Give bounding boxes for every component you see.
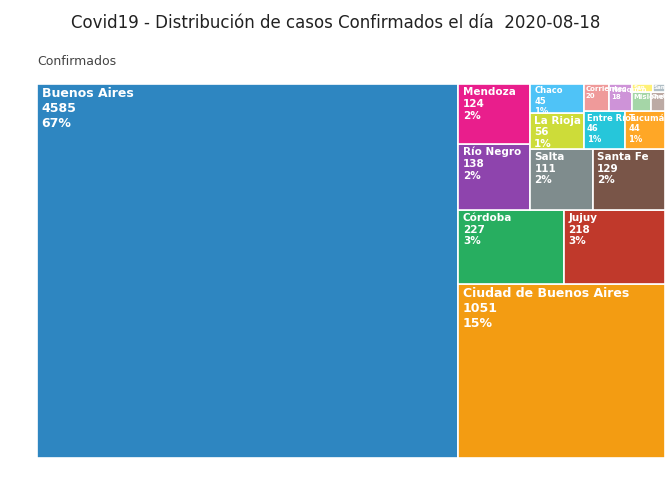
Text: Mendoza
124
2%: Mendoza 124 2% [463, 87, 516, 120]
Text: Córdoba
227
3%: Córdoba 227 3% [463, 213, 512, 246]
Text: Santa Fe
129
2%: Santa Fe 129 2% [597, 152, 649, 185]
Text: Corrientes
20: Corrientes 20 [585, 86, 627, 99]
Text: Buenos Aires
4585
67%: Buenos Aires 4585 67% [42, 87, 134, 131]
Text: Neuquén
18: Neuquén 18 [611, 86, 646, 100]
Text: San: San [654, 84, 665, 90]
Text: Ciudad de Buenos Aires
1051
15%: Ciudad de Buenos Aires 1051 15% [463, 287, 629, 330]
Text: Covid19 - Distribución de casos Confirmados el día  2020-08-18: Covid19 - Distribución de casos Confirma… [71, 14, 601, 33]
Text: Salta
111
2%: Salta 111 2% [535, 152, 565, 185]
Text: Entre Ríos
46
1%: Entre Ríos 46 1% [587, 114, 636, 144]
Text: Chaco
45
1%: Chaco 45 1% [534, 86, 562, 116]
Text: Misiones: Misiones [634, 94, 669, 100]
Text: Jujuy
218
3%: Jujuy 218 3% [569, 213, 597, 246]
Text: La Rioja
56
1%: La Rioja 56 1% [534, 116, 581, 149]
Text: Confirmados: Confirmados [37, 55, 116, 68]
Text: Tucumán
44
1%: Tucumán 44 1% [628, 114, 671, 144]
Text: Chubut: Chubut [652, 94, 672, 99]
Text: San: San [634, 84, 645, 90]
Text: Río Negro
138
2%: Río Negro 138 2% [463, 147, 521, 180]
